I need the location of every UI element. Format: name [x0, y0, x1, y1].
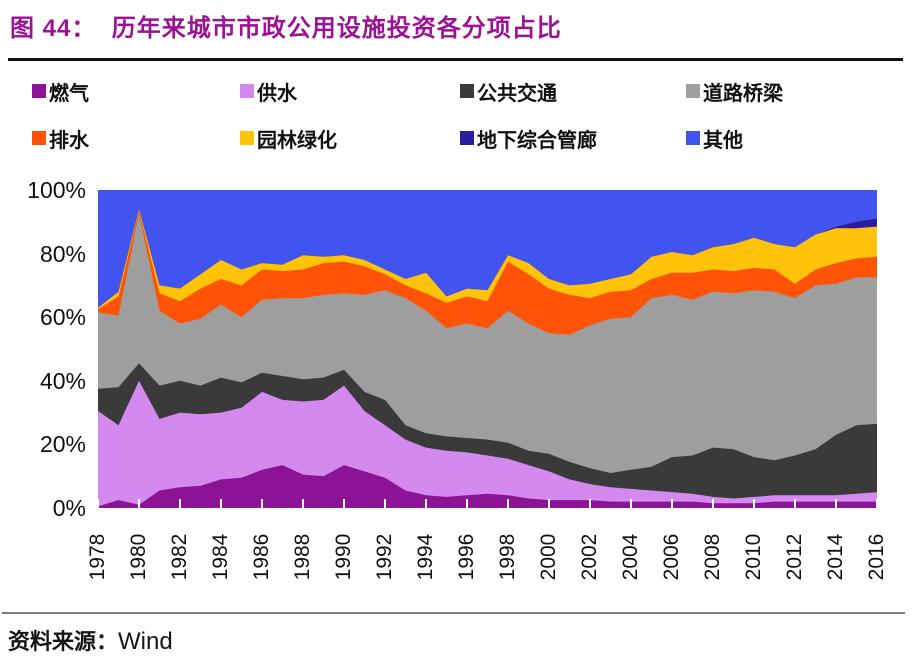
x-axis-label: 2010	[742, 533, 765, 581]
x-axis-label: 1994	[414, 533, 437, 581]
legend-swatch	[240, 84, 254, 98]
x-tick-mark	[507, 499, 509, 508]
source-value: Wind	[118, 628, 173, 655]
x-tick-mark	[671, 499, 673, 508]
legend-label: 供水	[257, 82, 297, 105]
header-rule	[8, 58, 903, 61]
x-tick-mark	[876, 499, 877, 508]
x-tick-mark	[794, 499, 796, 508]
x-tick-mark	[712, 499, 714, 508]
x-tick-mark	[261, 499, 263, 508]
legend-label: 园林绿化	[257, 129, 337, 152]
x-axis-label: 2012	[783, 533, 806, 581]
legend-label: 公共交通	[477, 82, 557, 105]
x-tick-mark	[835, 499, 837, 508]
legend-label: 排水	[49, 129, 89, 152]
footer-rule	[2, 612, 905, 614]
legend-swatch	[686, 131, 700, 145]
x-axis-label: 1982	[168, 533, 191, 581]
x-tick-mark	[384, 499, 386, 508]
x-tick-mark	[753, 499, 755, 508]
stacked-area-chart	[98, 190, 877, 508]
x-tick-mark	[466, 499, 468, 508]
x-tick-mark	[425, 499, 427, 508]
legend-swatch	[240, 131, 254, 145]
x-axis-label: 2016	[865, 533, 888, 581]
y-axis-label: 20%	[39, 431, 86, 458]
legend-item-3: 公共交通	[460, 80, 557, 105]
x-axis-label: 2002	[578, 533, 601, 581]
figure-title: 图 44： 历年来城市市政公用设施投资各分项占比	[10, 15, 562, 42]
y-axis-label: 100%	[27, 177, 86, 203]
x-tick-mark	[220, 499, 222, 508]
x-tick-mark	[138, 499, 140, 508]
legend-item-5: 排水	[32, 127, 89, 152]
area-series-燃气	[98, 465, 877, 508]
legend-label: 燃气	[49, 82, 89, 105]
source-line: 资料来源：Wind	[8, 624, 173, 656]
legend-swatch	[460, 84, 474, 98]
x-axis-label: 2006	[660, 533, 683, 581]
x-axis-label: 1986	[250, 533, 273, 581]
x-axis-label: 1988	[291, 533, 314, 581]
x-axis-label: 1992	[373, 533, 396, 581]
x-tick-mark	[630, 499, 632, 508]
x-tick-mark	[98, 499, 99, 508]
legend-item-1: 燃气	[32, 80, 89, 105]
source-label: 资料来源：	[8, 629, 119, 654]
legend-item-2: 供水	[240, 80, 297, 105]
x-axis-label: 1978	[86, 533, 109, 581]
x-axis-label: 2000	[537, 533, 560, 581]
x-tick-mark	[548, 499, 550, 508]
x-axis-label: 1996	[455, 533, 478, 581]
x-axis-label: 1990	[332, 533, 355, 581]
x-tick-mark	[589, 499, 591, 508]
legend-swatch	[460, 131, 474, 145]
legend-item-8: 其他	[686, 127, 743, 152]
y-axis-label: 80%	[39, 240, 86, 267]
legend-label: 地下综合管廊	[477, 129, 597, 152]
x-axis-label: 1984	[209, 533, 232, 581]
legend-item-7: 地下综合管廊	[460, 127, 597, 152]
x-axis-label: 2004	[619, 533, 642, 581]
legend-swatch	[32, 131, 46, 145]
y-axis-label: 0%	[52, 495, 86, 521]
x-tick-mark	[343, 499, 345, 508]
legend-swatch	[32, 84, 46, 98]
x-tick-mark	[302, 499, 304, 508]
x-axis-label: 1980	[127, 533, 150, 581]
x-tick-mark	[179, 499, 181, 508]
x-axis-label: 2008	[701, 533, 724, 581]
legend-item-4: 道路桥梁	[686, 80, 783, 105]
y-axis-label: 40%	[39, 367, 86, 394]
legend-label: 道路桥梁	[703, 82, 783, 105]
legend-item-6: 园林绿化	[240, 127, 337, 152]
x-axis-label: 1998	[496, 533, 519, 581]
legend-label: 其他	[703, 129, 743, 152]
y-axis-label: 60%	[39, 304, 86, 331]
x-axis-label: 2014	[824, 533, 847, 581]
legend-swatch	[686, 84, 700, 98]
